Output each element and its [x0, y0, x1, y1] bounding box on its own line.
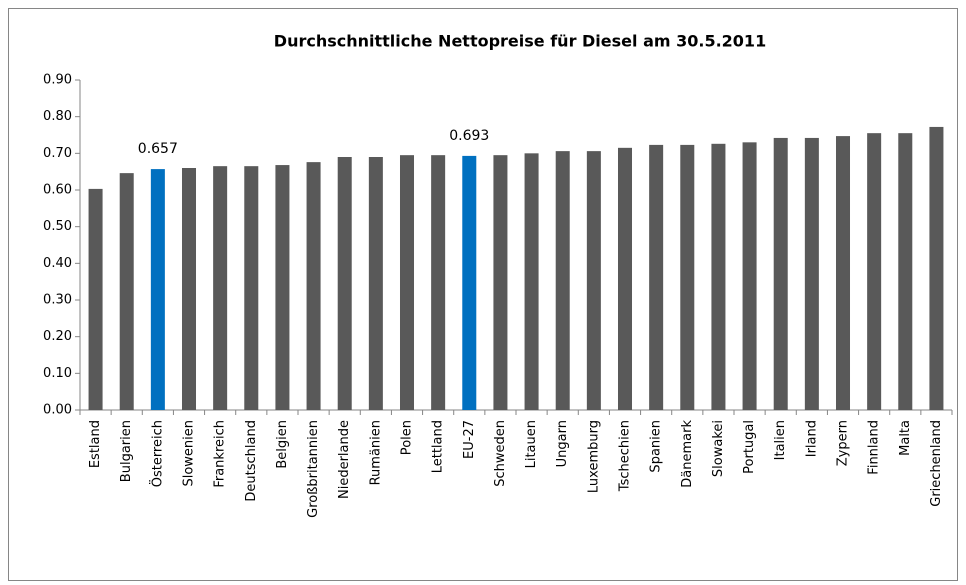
x-tick-label: Luxemburg	[586, 420, 601, 493]
y-tick-label: 0.20	[43, 329, 72, 344]
bar	[244, 166, 259, 410]
bar	[181, 168, 197, 410]
bar	[555, 151, 570, 410]
chart-frame	[8, 8, 958, 581]
x-tick-label: Belgien	[275, 420, 290, 469]
x-tick-label: Irland	[804, 420, 819, 457]
x-tick-label: Frankreich	[213, 420, 228, 488]
bar	[337, 157, 352, 410]
chart-title: Durchschnittliche Nettopreise für Diesel…	[274, 32, 766, 51]
bar	[88, 188, 103, 410]
x-tick-label: Lettland	[431, 420, 446, 473]
y-tick-label: 0.70	[43, 146, 72, 161]
bar	[399, 155, 415, 410]
bar	[680, 144, 695, 410]
y-tick-label: 0.30	[43, 293, 72, 308]
bar	[867, 133, 882, 410]
x-tick-label: Portugal	[742, 420, 757, 474]
x-tick-label: EU-27	[462, 420, 477, 459]
bar	[213, 166, 228, 410]
x-tick-label: Malta	[898, 420, 913, 456]
x-tick-label: Zypern	[836, 420, 851, 466]
y-tick-label: 0.40	[43, 256, 72, 271]
x-tick-label: Slowakei	[711, 420, 726, 477]
bar	[119, 173, 134, 410]
x-tick-label: Litauen	[524, 420, 539, 468]
y-tick-label: 0.50	[43, 219, 72, 234]
data-label: 0.693	[449, 128, 489, 144]
x-tick-label: Bulgarien	[119, 420, 134, 482]
bar	[306, 162, 321, 410]
bar	[742, 142, 757, 411]
x-tick-label: Spanien	[649, 420, 664, 473]
data-label: 0.657	[138, 141, 178, 157]
y-tick-label: 0.10	[43, 366, 72, 381]
bar	[524, 153, 539, 411]
y-tick-label: 0.90	[43, 73, 72, 88]
x-tick-label: Ungarn	[555, 420, 570, 467]
x-tick-label: Estland	[88, 420, 103, 468]
bar	[804, 137, 819, 410]
x-tick-label: Dänemark	[680, 420, 695, 488]
x-tick-label: Deutschland	[244, 420, 259, 502]
x-tick-label: Griechenland	[929, 420, 944, 507]
bar	[150, 169, 165, 410]
x-tick-label: Großbritannien	[306, 420, 321, 518]
x-tick-label: Österreich	[148, 420, 165, 487]
bar	[493, 155, 508, 410]
x-tick-label: Polen	[400, 420, 415, 455]
y-tick-label: 0.00	[43, 403, 72, 418]
bar	[617, 147, 633, 411]
bar	[773, 137, 788, 410]
x-tick-label: Slowenien	[182, 420, 197, 487]
bar	[586, 151, 601, 410]
bar	[462, 155, 477, 410]
bar	[368, 157, 383, 410]
bar	[898, 133, 913, 410]
x-tick-label: Niederlande	[337, 420, 352, 499]
bar	[431, 155, 446, 410]
x-tick-label: Italien	[773, 420, 788, 460]
bar	[649, 144, 664, 410]
bar	[835, 136, 851, 410]
y-tick-label: 0.80	[43, 109, 72, 124]
bar	[275, 165, 290, 410]
x-tick-label: Rumänien	[368, 420, 383, 485]
y-tick-label: 0.60	[43, 183, 72, 198]
x-tick-label: Tschechien	[618, 420, 633, 492]
x-tick-label: Schweden	[493, 420, 508, 487]
bar	[711, 143, 726, 411]
x-tick-label: Finnland	[867, 420, 882, 475]
bar	[929, 126, 944, 410]
